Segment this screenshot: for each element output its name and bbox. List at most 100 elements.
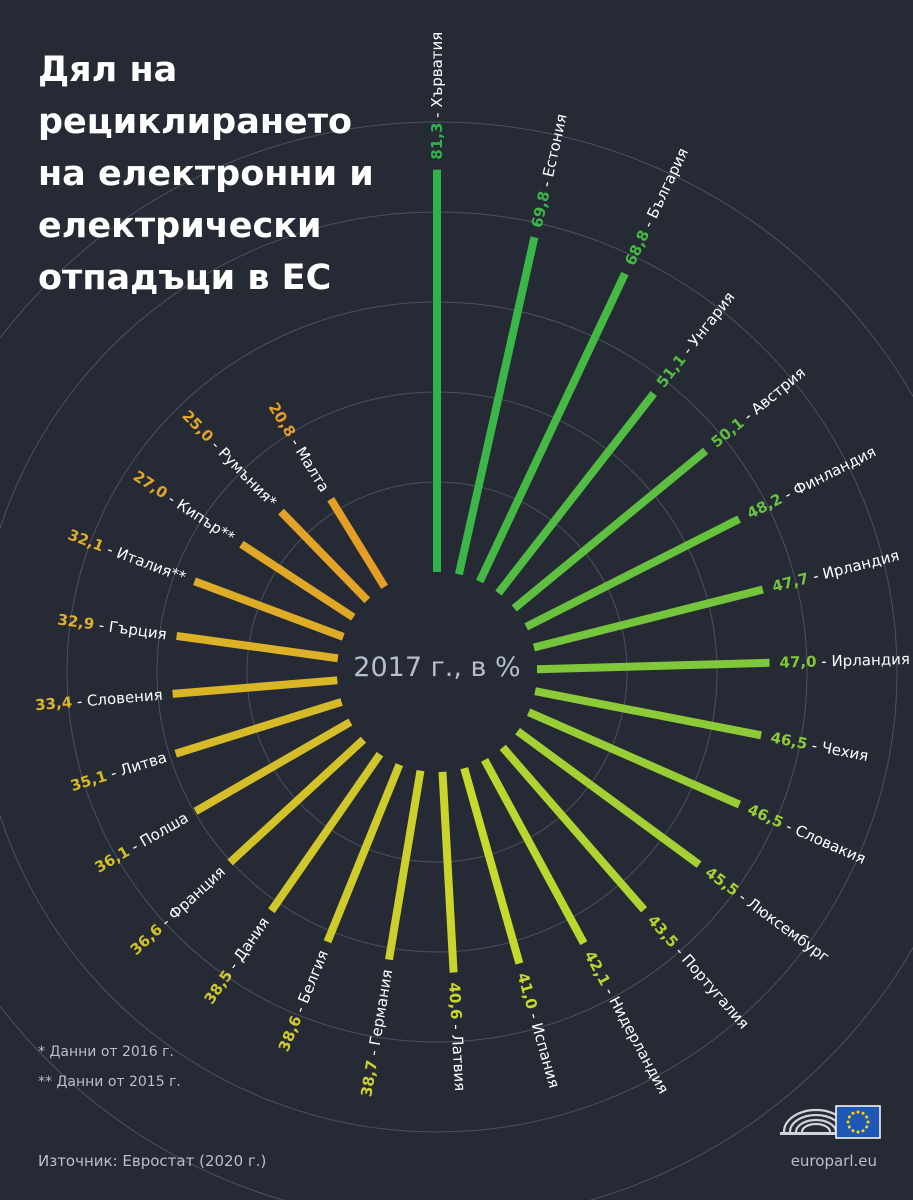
bar-12 [499, 744, 648, 913]
title-line: рециклирането [38, 102, 353, 142]
title-line: Дял на [38, 50, 178, 90]
country-label: - Латвия [448, 1019, 470, 1092]
country-label: - Италия** [100, 538, 189, 586]
title-line: електрически [38, 206, 322, 246]
bar-label-27: 20,8 - Малта [265, 399, 334, 495]
bar-label-21: 35,1 - Литва [68, 748, 169, 795]
country-label: - Словакия [779, 815, 869, 868]
country-label: - Нидерландия [599, 980, 673, 1097]
value-label: 47,7 [770, 569, 810, 596]
bar-13 [481, 757, 588, 946]
bar-label-20: 36,1 - Полша [91, 808, 191, 876]
bar-label-4: 51,1 - Унгария [652, 288, 738, 391]
source-note: Източник: Евростат (2020 г.) [38, 1152, 267, 1170]
bar-5 [511, 447, 709, 612]
bar-label-3: 68,8 - България [621, 145, 692, 268]
bar-7 [532, 585, 764, 652]
country-label: - Португалия [669, 939, 753, 1032]
bar-11 [515, 727, 702, 868]
page-title: Дял на рециклирането на електронни и еле… [38, 44, 398, 304]
country-label: - Испания [524, 1006, 564, 1090]
bar-10 [526, 708, 742, 809]
value-label: 38,6 [274, 1013, 305, 1054]
bar-20 [193, 718, 353, 815]
title-line: на електронни и [38, 154, 374, 194]
bar-25 [239, 540, 356, 621]
country-label: - Чехия [806, 735, 870, 765]
country-label: - Гърция [93, 615, 168, 643]
bar-27 [327, 497, 389, 589]
value-label: 32,1 [66, 525, 107, 555]
country-label: - Франция [154, 862, 229, 933]
country-label: - Белгия [288, 947, 331, 1019]
bar-label-22: 33,4 - Словения [34, 685, 163, 714]
value-label: 69,8 [527, 189, 553, 229]
bar-26 [278, 508, 371, 604]
bar-label-5: 50,1 - Австрия [707, 363, 808, 451]
value-label: 40,6 [446, 982, 466, 1020]
chart-bars [172, 169, 770, 973]
country-label: - Полша [123, 808, 191, 858]
bar-label-17: 38,6 - Белгия [274, 947, 331, 1054]
country-label: - България [637, 145, 692, 235]
chart-center-label: 2017 г., в % [353, 652, 520, 683]
country-label: - Германия [363, 968, 396, 1062]
country-label: - Австрия [736, 363, 809, 427]
footnote-2015: ** Данни от 2015 г. [38, 1074, 181, 1090]
bar-label-1: 81,3 - Хърватия [428, 32, 446, 160]
bar-8 [536, 658, 770, 674]
bar-3 [476, 271, 629, 584]
value-label: 32,9 [56, 610, 95, 633]
bar-9 [534, 687, 762, 740]
grid-ring [0, 121, 913, 1200]
bar-16 [385, 769, 425, 961]
bar-22 [172, 676, 338, 698]
bar-19 [227, 736, 367, 866]
value-label: 35,1 [68, 766, 109, 794]
bar-17 [323, 763, 404, 944]
bar-21 [174, 698, 343, 758]
value-label: 33,4 [34, 693, 72, 714]
bar-4 [495, 391, 657, 596]
country-label: - Финландия [777, 442, 879, 506]
bar-label-24: 32,1 - Италия** [66, 525, 189, 586]
value-label: 41,0 [514, 971, 541, 1012]
bar-2 [454, 236, 539, 576]
country-label: - Малта [284, 431, 333, 495]
bar-label-14: 41,0 - Испания [514, 971, 564, 1090]
bar-label-18: 38,5 - Дания [200, 914, 273, 1008]
european-parliament-logo [780, 1105, 881, 1139]
bar-label-16: 38,7 - Германия [357, 968, 396, 1098]
title-line: отпадъци в ЕС [38, 258, 332, 298]
bar-14 [460, 767, 524, 965]
bar-24 [193, 577, 345, 641]
bar-label-25: 27,0 - Кипър** [130, 467, 238, 546]
value-label: 81,3 [428, 123, 446, 160]
country-label: - Ирландия [816, 650, 910, 671]
bar-15 [438, 771, 458, 973]
bar-label-13: 42,1 - Нидерландия [581, 947, 673, 1096]
country-label: - Кипър** [161, 487, 238, 546]
value-label: 38,7 [357, 1059, 381, 1098]
site-link[interactable]: europarl.eu [790, 1152, 877, 1170]
country-label: - Люксембург [732, 885, 833, 966]
bar-23 [176, 631, 339, 663]
bar-label-9: 46,5 - Чехия [769, 728, 870, 765]
country-label: - Литва [103, 748, 168, 784]
bar-18 [268, 751, 384, 914]
country-label: - Естония [535, 112, 570, 193]
bar-label-23: 32,9 - Гърция [56, 610, 168, 643]
country-label: - Румъния* [205, 433, 282, 511]
value-label: 46,5 [769, 728, 809, 753]
bar-label-19: 36,6 - Франция [126, 862, 228, 958]
country-label: - Хърватия [428, 32, 446, 123]
footnote-2016: * Данни от 2016 г. [38, 1044, 174, 1060]
bar-label-7: 47,7 - Ирландия [770, 546, 901, 595]
bar-label-26: 25,0 - Румъния* [179, 406, 281, 511]
bar-label-15: 40,6 - Латвия [446, 982, 470, 1092]
value-label: 47,0 [779, 652, 816, 671]
country-label: - Словения [71, 685, 163, 710]
country-label: - Ирландия [806, 546, 901, 586]
